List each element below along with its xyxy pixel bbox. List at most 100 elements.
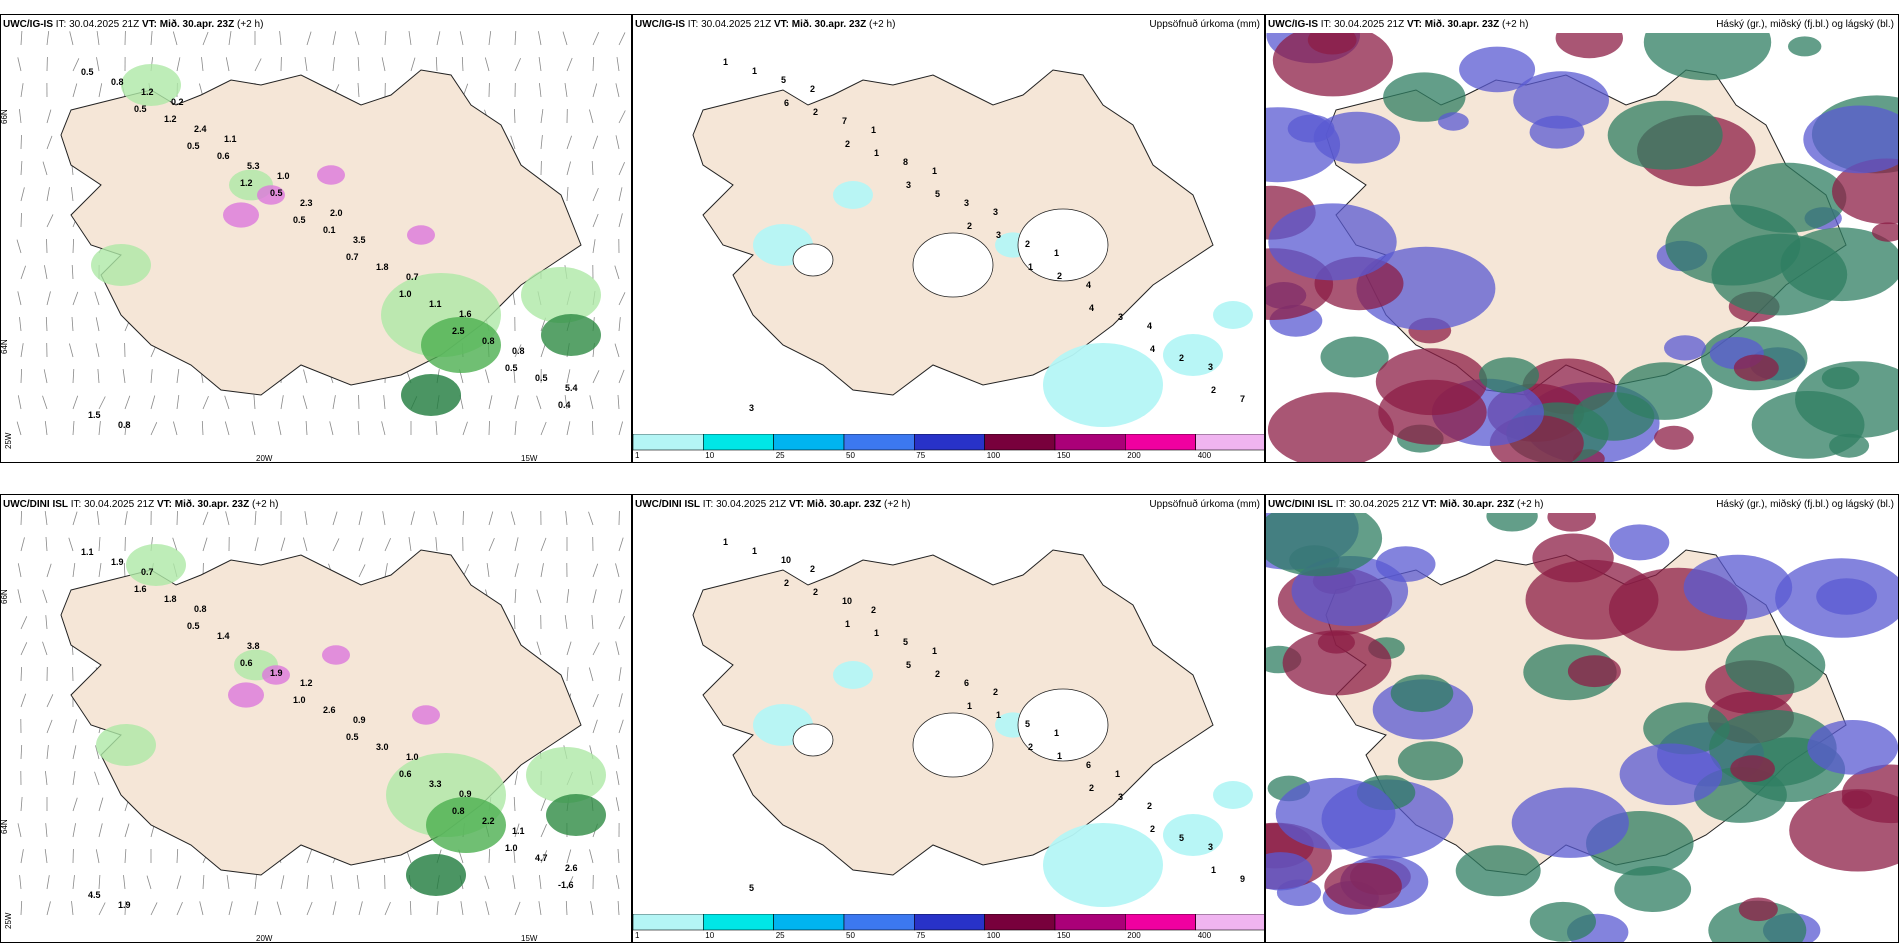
precip-value: 6 bbox=[1086, 760, 1091, 770]
precip-value: 0.5 bbox=[187, 141, 200, 151]
precip-value: 5 bbox=[935, 189, 940, 199]
precip-value: 1 bbox=[996, 710, 1001, 720]
precip-value: 1.2 bbox=[141, 87, 154, 97]
precip-value: 10 bbox=[842, 596, 852, 606]
legend-swatch bbox=[984, 434, 1056, 451]
precip-value: 1.0 bbox=[293, 695, 306, 705]
legend-swatch bbox=[773, 434, 845, 451]
legend-swatch bbox=[1054, 914, 1126, 931]
iceland-landmass bbox=[692, 549, 1214, 876]
precip-value: 0.2 bbox=[171, 97, 184, 107]
precip-value: 1.1 bbox=[81, 547, 94, 557]
precip-value: 2 bbox=[1089, 783, 1094, 793]
precip-value: 5.4 bbox=[565, 383, 578, 393]
precip-value: 1.0 bbox=[505, 843, 518, 853]
legend-tick: 100 bbox=[987, 931, 1001, 940]
precip-value: 0.6 bbox=[399, 769, 412, 779]
precip-value: 9 bbox=[1240, 874, 1245, 884]
lon-label-15w: 15W bbox=[521, 934, 538, 943]
panel-header: UWC/IG-IS IT: 30.04.2025 21Z VT: Mið. 30… bbox=[1268, 19, 1894, 30]
precip-value: 1 bbox=[932, 646, 937, 656]
legend-swatch bbox=[913, 914, 985, 931]
precip-value: 3 bbox=[1208, 362, 1213, 372]
precip-value: 2 bbox=[1150, 824, 1155, 834]
precip-value: 3.8 bbox=[247, 641, 260, 651]
precip-value: 0.9 bbox=[353, 715, 366, 725]
legend-tick: 25 bbox=[776, 931, 785, 940]
legend-swatch bbox=[633, 914, 704, 931]
precip-value: 2.0 bbox=[330, 208, 343, 218]
legend-swatch bbox=[633, 434, 704, 451]
legend-tick: 50 bbox=[846, 451, 855, 460]
legend-tick: 150 bbox=[1057, 451, 1071, 460]
panel-header: UWC/IG-IS IT: 30.04.2025 21Z VT: Mið. 30… bbox=[635, 19, 1260, 30]
precip-value: 2.4 bbox=[194, 124, 207, 134]
precip-value: 2 bbox=[935, 669, 940, 679]
legend-tick: 400 bbox=[1198, 451, 1212, 460]
precip-value: 3 bbox=[1118, 792, 1123, 802]
legend-swatch bbox=[1124, 914, 1196, 931]
panel-header: UWC/DINI ISL IT: 30.04.2025 21Z VT: Mið.… bbox=[635, 499, 1260, 510]
precip-value: 3 bbox=[964, 198, 969, 208]
precip-value: 1.6 bbox=[459, 309, 472, 319]
precip-value: 1.2 bbox=[164, 114, 177, 124]
legend-tick: 200 bbox=[1127, 931, 1141, 940]
precip-value: 5 bbox=[906, 660, 911, 670]
legend-tick: 1 bbox=[635, 451, 640, 460]
lon-label-25w: 25W bbox=[4, 432, 13, 449]
precip-value: 2 bbox=[1147, 801, 1152, 811]
precip-value: 4.7 bbox=[535, 853, 548, 863]
panel-header: UWC/IG-IS IT: 30.04.2025 21Z VT: Mið. 30… bbox=[3, 19, 264, 30]
precip-legend: 1 10 25 50 75 100 150 200 400 bbox=[633, 914, 1264, 940]
legend-tick: 150 bbox=[1057, 931, 1071, 940]
precip-value: -1.6 bbox=[558, 880, 574, 890]
precip-values: 1.1 1.6 0.5 0.6 1.0 0.5 0.6 0.8 1.0 -1.6 1.9 1.8 1.4… bbox=[81, 547, 578, 910]
precip-value: 2.5 bbox=[452, 326, 465, 336]
precip-value: 1.2 bbox=[300, 678, 313, 688]
precip-value: 5.3 bbox=[247, 161, 260, 171]
precip-value: 2.3 bbox=[300, 198, 313, 208]
precip-value: 2.6 bbox=[565, 863, 578, 873]
precip-value: 4.5 bbox=[88, 890, 101, 900]
precip-value: 3.3 bbox=[429, 779, 442, 789]
map-area bbox=[1266, 33, 1898, 462]
legend-swatch bbox=[984, 914, 1056, 931]
legend-tick: 100 bbox=[987, 451, 1001, 460]
precip-value: 1.9 bbox=[111, 557, 124, 567]
precip-value: 3 bbox=[993, 207, 998, 217]
precip-value: 1.1 bbox=[224, 134, 237, 144]
precip-value: 1 bbox=[845, 619, 850, 629]
legend-tick: 50 bbox=[846, 931, 855, 940]
precip-value: 0.5 bbox=[134, 104, 147, 114]
precip-value: 2 bbox=[1028, 742, 1033, 752]
lat-label-66n: 66N bbox=[1, 109, 9, 124]
legend-colorbar: 1 10 25 50 75 100 150 200 400 bbox=[633, 914, 1264, 940]
precip-value: 1 bbox=[871, 125, 876, 135]
precip-value: 0.5 bbox=[187, 621, 200, 631]
precip-value: 1 bbox=[1054, 248, 1059, 258]
precip-value: 1.1 bbox=[512, 826, 525, 836]
precip-value: 2 bbox=[1211, 385, 1216, 395]
precip-value: 0.7 bbox=[141, 567, 154, 577]
panel-dini-accum: UWC/DINI ISL IT: 30.04.2025 21Z VT: Mið.… bbox=[632, 494, 1265, 943]
legend-tick: 25 bbox=[776, 451, 785, 460]
precip-value: 3.5 bbox=[353, 235, 366, 245]
precip-value: 0.5 bbox=[81, 67, 94, 77]
precip-value: 3 bbox=[996, 230, 1001, 240]
map-area: 1 2 1 5 1 2 2 2 1 1 2 1 2 1 1 3 5 9 10 10 5 6 5 6 2 3 5 2 2 1 2 1 1 1 10 2… bbox=[633, 495, 1264, 942]
legend-tick: 1 bbox=[635, 931, 640, 940]
legend-tick: 10 bbox=[705, 451, 714, 460]
precip-value: 1.2 bbox=[240, 178, 253, 188]
legend-tick: 75 bbox=[916, 931, 925, 940]
legend-swatch bbox=[843, 434, 915, 451]
precip-value: 1 bbox=[932, 166, 937, 176]
precip-value: 1 bbox=[1054, 728, 1059, 738]
precip-value: 3 bbox=[1208, 842, 1213, 852]
legend-tick: 10 bbox=[705, 931, 714, 940]
precip-value: 1.9 bbox=[270, 668, 283, 678]
legend-swatch bbox=[913, 434, 985, 451]
map-clouds bbox=[1266, 513, 1898, 942]
precip-value: 2 bbox=[813, 587, 818, 597]
lon-label-20w: 20W bbox=[256, 454, 273, 463]
precip-value: 8 bbox=[903, 157, 908, 167]
